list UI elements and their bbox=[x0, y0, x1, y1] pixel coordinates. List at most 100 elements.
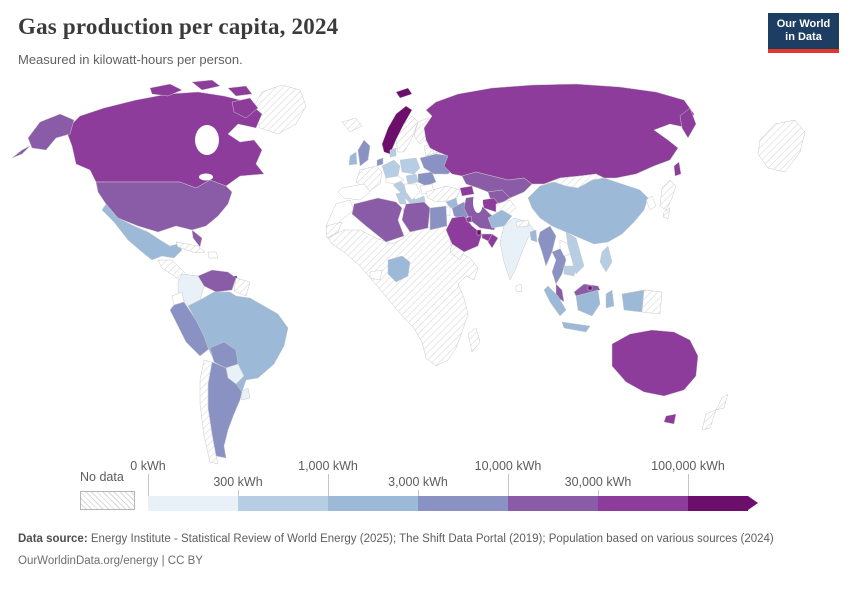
country-norway[interactable] bbox=[381, 105, 413, 155]
page-title: Gas production per capita, 2024 bbox=[18, 14, 339, 39]
legend-tick-0 bbox=[148, 474, 149, 496]
country-usa-aleutians[interactable] bbox=[11, 145, 31, 159]
country-western-sahara[interactable] bbox=[325, 221, 343, 239]
country-balkans[interactable] bbox=[403, 183, 421, 201]
country-canada-arctic-1[interactable] bbox=[149, 83, 183, 97]
country-australia-tasmania[interactable] bbox=[663, 413, 677, 425]
country-brunei[interactable] bbox=[587, 285, 593, 291]
country-spain-portugal[interactable] bbox=[337, 183, 371, 201]
country-poland[interactable] bbox=[399, 157, 421, 175]
country-kazakhstan[interactable] bbox=[461, 171, 533, 199]
legend-no-data-swatch[interactable] bbox=[80, 491, 135, 510]
country-nigeria[interactable] bbox=[387, 255, 411, 283]
country-nepal[interactable] bbox=[515, 219, 530, 228]
country-russia-sakhalin[interactable] bbox=[673, 161, 682, 177]
page-subtitle: Measured in kilowatt-hours per person. bbox=[18, 52, 243, 67]
country-russia-kamchatka[interactable] bbox=[679, 107, 697, 139]
country-oman[interactable] bbox=[487, 233, 499, 249]
legend-tick-4 bbox=[508, 474, 509, 496]
country-myanmar[interactable] bbox=[537, 225, 557, 267]
legend-tick-6 bbox=[688, 474, 689, 496]
country-canada-baffin[interactable] bbox=[231, 97, 259, 119]
country-india[interactable] bbox=[499, 217, 535, 281]
country-kuwait[interactable] bbox=[465, 215, 473, 223]
country-ghana-ivory-coast[interactable] bbox=[369, 269, 383, 281]
country-canada-arctic-3[interactable] bbox=[227, 85, 253, 97]
country-united-kingdom[interactable] bbox=[357, 139, 371, 167]
legend-bin-1[interactable] bbox=[238, 496, 328, 511]
footer-link[interactable]: OurWorldinData.org/energy | CC BY bbox=[18, 555, 203, 568]
legend-bin-6[interactable] bbox=[688, 496, 748, 511]
footer: Data source: Energy Institute - Statisti… bbox=[18, 531, 826, 571]
country-canada-arctic-2[interactable] bbox=[191, 80, 221, 91]
country-yemen[interactable] bbox=[449, 243, 465, 261]
country-germany[interactable] bbox=[381, 159, 401, 179]
legend-tick-2 bbox=[328, 474, 329, 496]
country-indonesia-java[interactable] bbox=[561, 321, 591, 333]
legend-tick-3 bbox=[418, 490, 419, 496]
country-sweden[interactable] bbox=[395, 115, 419, 153]
country-papua-new-guinea[interactable] bbox=[641, 289, 663, 315]
country-indonesia-west-papua[interactable] bbox=[621, 289, 645, 313]
country-wrapped-alaska[interactable] bbox=[757, 119, 806, 173]
country-egypt[interactable] bbox=[429, 205, 448, 231]
country-algeria[interactable] bbox=[351, 197, 405, 243]
legend-bin-5[interactable] bbox=[598, 496, 688, 511]
legend-bin-3[interactable] bbox=[418, 496, 508, 511]
country-denmark[interactable] bbox=[389, 147, 397, 158]
country-chile[interactable] bbox=[199, 359, 219, 465]
country-cuba[interactable] bbox=[175, 241, 206, 254]
country-sri-lanka[interactable] bbox=[515, 283, 523, 293]
legend-bin-4[interactable] bbox=[508, 496, 598, 511]
country-greenland[interactable] bbox=[251, 84, 307, 135]
datasource-text: Energy Institute - Statistical Review of… bbox=[87, 533, 774, 545]
country-new-zealand-south[interactable] bbox=[701, 409, 717, 431]
country-vietnam[interactable] bbox=[565, 231, 585, 275]
country-bangladesh[interactable] bbox=[529, 229, 538, 243]
legend-bin-0[interactable] bbox=[148, 496, 238, 511]
country-tunisia[interactable] bbox=[395, 191, 407, 205]
country-madagascar[interactable] bbox=[467, 327, 481, 353]
country-japan-south[interactable] bbox=[662, 207, 671, 220]
country-mongolia[interactable] bbox=[543, 173, 605, 189]
country-guyanas[interactable] bbox=[233, 277, 251, 297]
country-new-zealand-north[interactable] bbox=[715, 393, 729, 411]
country-usa-florida[interactable] bbox=[191, 229, 203, 248]
legend-tick-label-3: 3,000 kWh bbox=[388, 475, 448, 489]
country-iceland[interactable] bbox=[341, 117, 363, 133]
country-netherlands[interactable] bbox=[376, 157, 384, 167]
country-philippines[interactable] bbox=[599, 245, 613, 273]
country-qatar[interactable] bbox=[476, 229, 482, 236]
country-peru[interactable] bbox=[169, 301, 211, 357]
owid-logo[interactable]: Our World in Data bbox=[768, 13, 839, 53]
country-uruguay[interactable] bbox=[239, 387, 251, 401]
country-venezuela[interactable] bbox=[197, 269, 237, 293]
country-sub-saharan-africa[interactable] bbox=[327, 225, 479, 367]
country-svalbard[interactable] bbox=[395, 87, 413, 99]
country-malaysia-borneo[interactable] bbox=[573, 283, 601, 297]
country-south-korea[interactable] bbox=[645, 195, 657, 211]
country-pakistan[interactable] bbox=[487, 209, 513, 229]
country-azerbaijan[interactable] bbox=[459, 185, 475, 197]
country-hispaniola[interactable] bbox=[207, 251, 219, 259]
legend-tick-label-4: 10,000 kWh bbox=[474, 459, 542, 473]
country-hungary[interactable] bbox=[405, 173, 419, 185]
country-libya[interactable] bbox=[401, 201, 431, 233]
country-brazil[interactable] bbox=[187, 291, 289, 393]
country-australia[interactable] bbox=[611, 329, 699, 397]
country-cambodia[interactable] bbox=[563, 265, 577, 277]
country-indonesia-sulawesi[interactable] bbox=[605, 289, 615, 309]
country-mexico[interactable] bbox=[101, 203, 183, 261]
country-uzbekistan[interactable] bbox=[487, 189, 511, 205]
country-indonesia-borneo[interactable] bbox=[575, 289, 601, 317]
country-ireland[interactable] bbox=[348, 151, 358, 166]
country-usa-alaska[interactable] bbox=[27, 113, 75, 151]
country-laos[interactable] bbox=[559, 239, 573, 257]
legend-bin-2[interactable] bbox=[328, 496, 418, 511]
country-japan[interactable] bbox=[659, 179, 677, 211]
country-alpine-states[interactable] bbox=[385, 175, 405, 185]
country-russia[interactable] bbox=[423, 83, 695, 185]
country-romania[interactable] bbox=[417, 171, 437, 187]
legend-tick-5 bbox=[598, 490, 599, 496]
country-indonesia-sumatra[interactable] bbox=[543, 285, 567, 317]
